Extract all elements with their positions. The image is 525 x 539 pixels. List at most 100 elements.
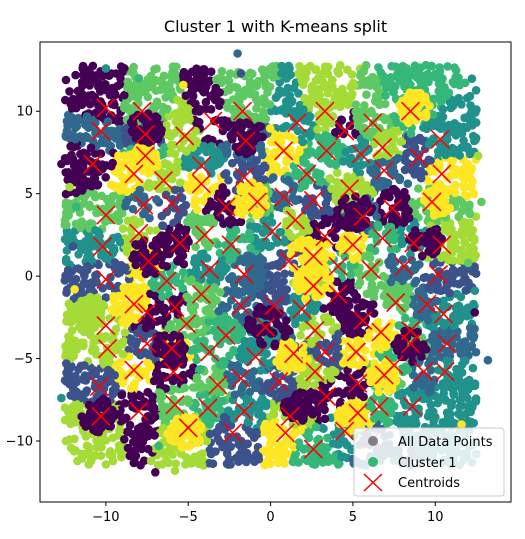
data-point xyxy=(96,149,106,158)
data-point xyxy=(237,443,247,453)
data-point xyxy=(224,406,233,415)
data-point xyxy=(215,248,225,258)
data-point xyxy=(452,73,462,82)
data-point xyxy=(271,161,281,171)
data-point xyxy=(235,234,245,244)
data-point xyxy=(295,61,304,71)
data-point xyxy=(151,370,161,379)
data-point xyxy=(452,289,462,299)
data-point xyxy=(452,370,462,379)
data-point xyxy=(122,187,132,196)
data-point xyxy=(94,227,103,237)
data-point xyxy=(135,185,144,195)
data-point xyxy=(379,272,388,281)
data-point xyxy=(60,403,70,413)
data-point xyxy=(101,173,110,182)
data-point xyxy=(399,79,409,88)
data-point xyxy=(220,170,229,179)
data-point xyxy=(110,88,119,98)
data-point xyxy=(170,75,179,84)
data-point xyxy=(467,164,477,173)
data-point xyxy=(147,278,156,288)
data-point xyxy=(281,197,291,207)
data-point xyxy=(160,159,169,169)
data-point xyxy=(265,270,275,280)
data-point xyxy=(68,412,78,422)
data-point xyxy=(324,150,334,160)
data-point xyxy=(139,434,149,443)
data-point xyxy=(318,442,328,452)
data-point xyxy=(307,148,317,157)
data-point xyxy=(346,270,355,280)
data-point xyxy=(223,102,232,112)
data-point xyxy=(343,308,352,317)
data-point xyxy=(70,158,79,168)
data-point xyxy=(459,277,468,287)
data-point xyxy=(158,292,167,302)
data-point xyxy=(243,417,253,427)
data-point xyxy=(193,205,202,214)
data-point xyxy=(330,233,340,243)
data-point xyxy=(300,181,310,190)
data-point xyxy=(245,387,255,397)
data-point xyxy=(158,371,168,381)
data-point xyxy=(340,252,350,261)
data-point xyxy=(368,228,377,238)
data-point xyxy=(77,157,86,167)
data-point xyxy=(90,174,100,183)
data-point xyxy=(82,441,92,451)
data-point xyxy=(467,114,476,123)
data-point xyxy=(439,321,449,330)
data-point xyxy=(393,69,402,79)
data-point xyxy=(367,280,377,289)
data-point xyxy=(140,423,150,432)
data-point xyxy=(378,112,387,122)
data-point xyxy=(120,177,129,187)
data-point xyxy=(118,224,128,233)
data-point xyxy=(103,239,112,249)
data-point xyxy=(160,143,169,152)
data-point xyxy=(320,414,330,424)
data-point xyxy=(207,142,216,151)
data-point xyxy=(201,77,210,86)
data-point xyxy=(302,308,312,317)
data-point xyxy=(150,431,159,440)
data-point xyxy=(222,264,231,273)
data-point xyxy=(311,65,321,74)
data-point xyxy=(229,106,239,116)
data-point xyxy=(429,407,438,417)
data-point xyxy=(228,158,237,168)
data-point xyxy=(141,415,150,424)
data-point xyxy=(459,136,468,145)
data-point xyxy=(331,160,341,170)
data-point xyxy=(63,265,73,275)
data-point xyxy=(120,328,130,337)
data-point xyxy=(339,358,348,368)
data-point xyxy=(349,255,358,264)
data-point xyxy=(394,390,403,400)
data-point xyxy=(106,273,115,282)
data-point xyxy=(181,460,190,469)
data-point xyxy=(155,316,165,325)
data-points-layer xyxy=(57,49,493,477)
data-point xyxy=(65,87,74,96)
data-point xyxy=(389,126,398,136)
data-point xyxy=(317,330,326,339)
data-point xyxy=(175,178,185,187)
data-point xyxy=(465,209,474,218)
data-point xyxy=(328,143,337,153)
data-point xyxy=(145,213,154,223)
data-point xyxy=(302,167,312,177)
data-point xyxy=(343,95,352,105)
data-point xyxy=(265,124,275,133)
data-point xyxy=(169,65,179,74)
data-point xyxy=(318,423,327,433)
data-point xyxy=(161,190,171,200)
data-point xyxy=(166,320,175,329)
data-point xyxy=(403,179,413,188)
data-point xyxy=(212,368,222,377)
data-point xyxy=(332,94,342,104)
data-point xyxy=(296,426,305,435)
data-point xyxy=(382,300,391,310)
